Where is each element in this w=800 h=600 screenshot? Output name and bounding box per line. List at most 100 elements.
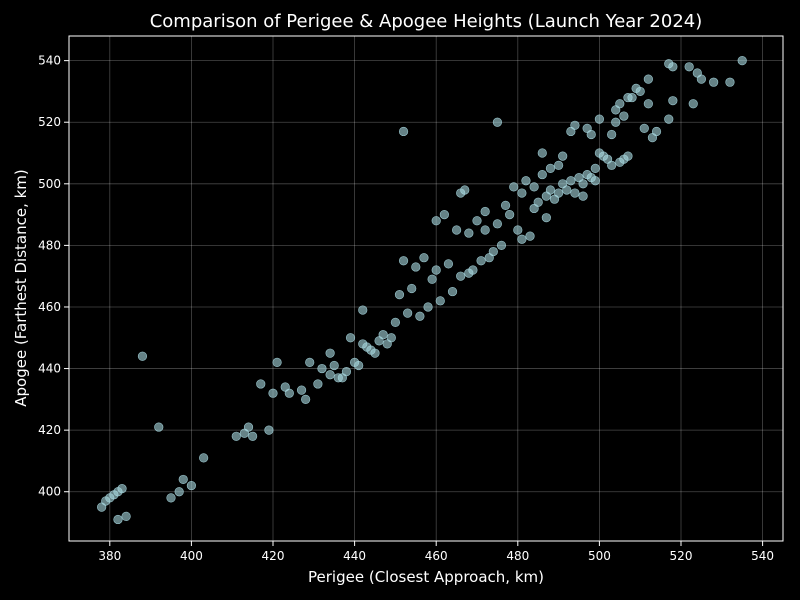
data-point xyxy=(325,348,335,358)
data-point xyxy=(358,305,368,315)
x-tick-label: 480 xyxy=(506,549,529,563)
data-point xyxy=(684,62,694,72)
data-point xyxy=(505,209,515,220)
data-point xyxy=(121,511,131,521)
x-tick-label: 460 xyxy=(425,549,448,563)
data-point xyxy=(627,92,637,103)
data-point xyxy=(496,240,507,250)
data-point xyxy=(390,317,401,327)
data-point xyxy=(709,77,719,87)
data-point xyxy=(668,62,678,72)
data-point xyxy=(117,484,127,494)
data-point xyxy=(419,253,429,263)
data-point xyxy=(635,86,645,97)
data-point xyxy=(231,431,241,441)
data-point xyxy=(492,219,503,229)
data-point xyxy=(313,379,323,389)
data-point xyxy=(488,246,498,257)
data-point xyxy=(443,259,454,269)
x-axis-label: Perigee (Closest Approach, km) xyxy=(308,568,544,586)
x-tick-label: 500 xyxy=(588,549,611,563)
data-point xyxy=(619,111,629,121)
plot-frame xyxy=(68,35,784,542)
data-point xyxy=(403,308,413,318)
data-point xyxy=(737,56,747,66)
data-point xyxy=(411,262,421,272)
data-point xyxy=(590,163,600,174)
data-point xyxy=(460,185,470,195)
data-point xyxy=(345,333,356,343)
data-point xyxy=(594,114,605,124)
data-point xyxy=(398,126,409,137)
data-point xyxy=(533,197,543,207)
y-tick-label: 480 xyxy=(38,238,61,252)
y-axis-label: Apogee (Farthest Distance, km) xyxy=(12,169,30,407)
y-tick-label: 520 xyxy=(38,115,61,129)
y-tick-label: 440 xyxy=(38,362,61,376)
data-point xyxy=(447,286,458,297)
data-point xyxy=(341,367,352,377)
data-point xyxy=(696,74,707,84)
data-point xyxy=(464,228,474,238)
data-points xyxy=(97,56,747,525)
data-point xyxy=(521,176,531,186)
data-point xyxy=(166,493,176,503)
data-point xyxy=(664,114,674,124)
data-point xyxy=(178,474,188,485)
data-point xyxy=(668,96,678,106)
data-point xyxy=(431,216,441,226)
data-point xyxy=(248,431,258,441)
data-point xyxy=(623,151,633,161)
data-point xyxy=(415,311,425,321)
data-point xyxy=(492,117,503,127)
data-point xyxy=(452,225,462,235)
data-point xyxy=(615,99,625,109)
data-point xyxy=(113,514,123,525)
data-point xyxy=(558,151,568,161)
data-point xyxy=(398,256,409,266)
data-point xyxy=(427,274,437,284)
data-point xyxy=(480,206,490,217)
y-tick-label: 460 xyxy=(38,300,61,314)
data-point xyxy=(570,188,580,198)
data-point xyxy=(607,160,617,170)
data-point xyxy=(476,256,486,266)
data-point xyxy=(513,225,523,235)
data-point xyxy=(296,385,307,395)
data-point xyxy=(517,234,527,244)
data-point xyxy=(199,453,209,463)
data-point xyxy=(545,163,556,174)
data-point xyxy=(562,185,572,195)
data-point xyxy=(394,290,405,300)
data-point xyxy=(688,99,698,109)
data-point xyxy=(317,363,327,374)
data-point xyxy=(435,296,445,306)
data-point xyxy=(186,480,196,491)
data-point xyxy=(607,129,617,140)
data-point xyxy=(256,379,266,389)
x-tick-label: 380 xyxy=(98,549,121,563)
data-point xyxy=(439,209,449,220)
x-tick-label: 540 xyxy=(751,549,774,563)
data-point xyxy=(537,148,547,158)
y-tick-label: 400 xyxy=(38,485,61,499)
data-point xyxy=(500,200,511,210)
y-axis-ticks: 400 420 440 460 480 500 520 540 xyxy=(38,54,69,499)
y-tick-label: 540 xyxy=(38,54,61,68)
data-point xyxy=(541,213,551,223)
x-tick-label: 520 xyxy=(670,549,693,563)
x-tick-label: 400 xyxy=(180,549,203,563)
y-tick-label: 420 xyxy=(38,423,61,437)
data-point xyxy=(284,388,294,398)
data-point xyxy=(537,169,547,180)
data-point xyxy=(639,123,649,133)
x-axis-ticks: 380 400 420 440 460 480 500 520 540 xyxy=(98,541,774,563)
data-point xyxy=(553,188,564,198)
data-point xyxy=(586,129,596,140)
x-tick-label: 420 xyxy=(262,549,285,563)
data-point xyxy=(468,265,478,275)
data-point xyxy=(643,74,653,84)
data-point xyxy=(725,77,735,87)
